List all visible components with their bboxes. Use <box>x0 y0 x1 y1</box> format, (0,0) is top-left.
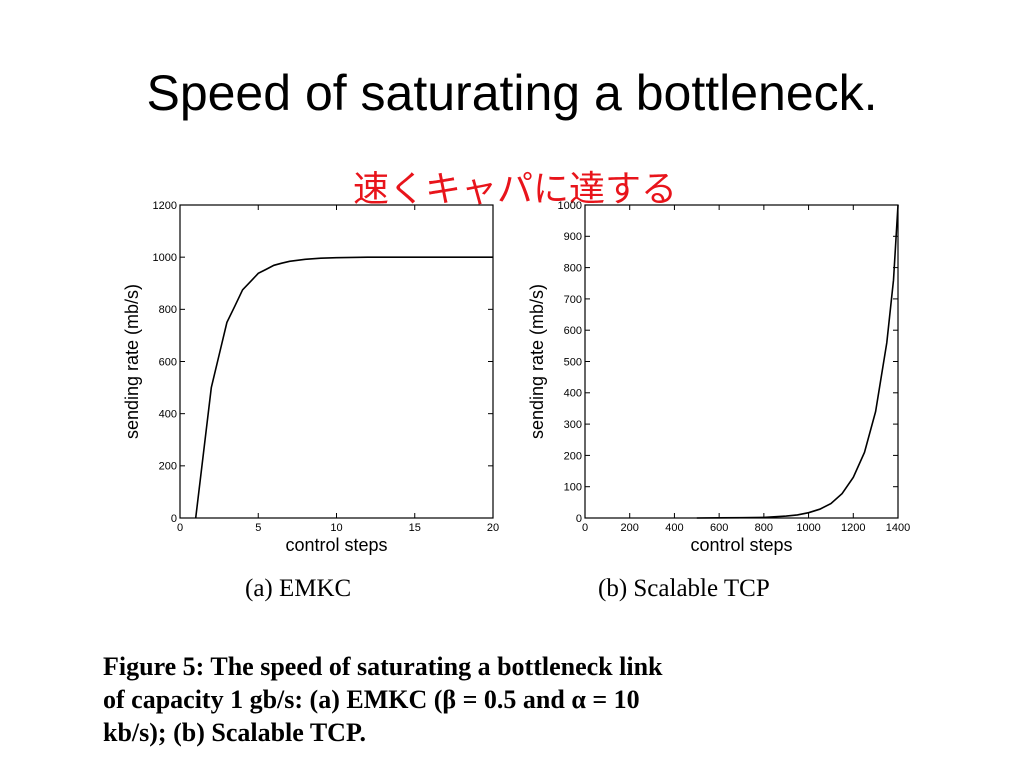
x-axis-label: control steps <box>690 535 792 555</box>
plot-frame <box>179 204 494 519</box>
x-tick-label: 15 <box>409 522 421 534</box>
panel-a-caption: (a) EMKC <box>245 575 352 602</box>
y-tick-label: 1000 <box>558 200 582 212</box>
y-tick-label: 900 <box>564 231 582 243</box>
y-tick-label: 300 <box>564 419 582 431</box>
y-tick-label: 600 <box>564 325 582 337</box>
plot-frame <box>584 204 899 519</box>
y-tick-label: 500 <box>564 356 582 368</box>
y-tick-label: 200 <box>159 461 177 473</box>
figure-caption-line: Figure 5: The speed of saturating a bott… <box>103 652 663 681</box>
x-tick-label: 800 <box>755 522 773 534</box>
x-tick-label: 600 <box>710 522 728 534</box>
x-tick-label: 20 <box>487 522 499 534</box>
x-tick-label: 200 <box>621 522 639 534</box>
panel-b-caption: (b) Scalable TCP <box>598 575 770 602</box>
x-axis-label: control steps <box>285 535 387 555</box>
y-tick-label: 600 <box>159 356 177 368</box>
series-line <box>194 256 493 519</box>
annotation-note: 速くキャパに達する <box>352 169 677 210</box>
chart-b: 0 200 400 600 800 1000 1200 1400 0 100 200 300 400 50… <box>527 200 910 555</box>
x-tick-label: 5 <box>255 522 261 534</box>
y-tick-label: 100 <box>564 482 582 494</box>
x-tick-label: 400 <box>665 522 683 534</box>
y-tick-label: 400 <box>564 388 582 400</box>
y-tick-label: 400 <box>159 409 177 421</box>
x-tick-label: 0 <box>582 522 588 534</box>
figure-caption-line: of capacity 1 gb/s: (a) EMKC (β = 0.5 an… <box>103 685 640 714</box>
y-tick-label: 0 <box>171 513 177 525</box>
y-tick-label: 0 <box>576 513 582 525</box>
x-tick-label: 0 <box>177 522 183 534</box>
y-tick-label: 800 <box>159 304 177 316</box>
y-tick-label: 200 <box>564 450 582 462</box>
figure-caption-line: kb/s); (b) Scalable TCP. <box>103 718 366 747</box>
y-axis-label: sending rate (mb/s) <box>122 284 142 439</box>
y-tick-label: 800 <box>564 262 582 274</box>
y-tick-label: 1200 <box>153 200 177 212</box>
series-line <box>696 204 899 519</box>
figure-caption: Figure 5: The speed of saturating a bott… <box>103 650 933 749</box>
x-tick-label: 1000 <box>796 522 820 534</box>
y-axis-label: sending rate (mb/s) <box>527 284 547 439</box>
x-tick-label: 10 <box>330 522 342 534</box>
slide-title: Speed of saturating a bottleneck. <box>146 65 878 121</box>
y-tick-label: 1000 <box>153 252 177 264</box>
y-tick-label: 700 <box>564 294 582 306</box>
x-tick-label: 1200 <box>841 522 865 534</box>
x-tick-label: 1400 <box>886 522 910 534</box>
